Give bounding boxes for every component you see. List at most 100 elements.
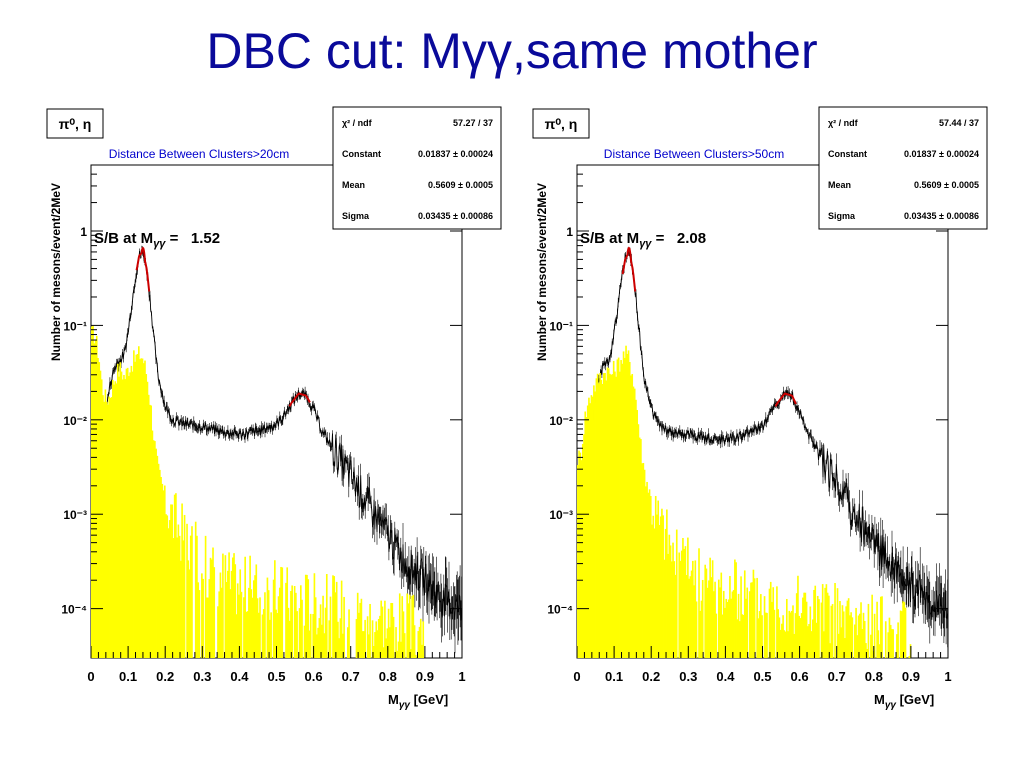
signal-bin [240, 591, 243, 658]
signal-bin [144, 360, 146, 658]
signal-bin [717, 579, 720, 658]
signal-bin [891, 629, 893, 658]
signal-bin [619, 371, 621, 658]
signal-bin [714, 581, 716, 658]
signal-bin [609, 373, 611, 658]
signal-bin [269, 619, 271, 658]
signal-bin [303, 625, 306, 658]
stats-value: 57.27 / 37 [453, 118, 493, 128]
signal-bin [612, 360, 615, 658]
stats-table: χ² / ndf 57.44 / 37 Constant 0.01837 ± 0.00… [828, 118, 979, 221]
signal-bin [275, 609, 277, 658]
signal-bin [653, 528, 656, 658]
signal-bin [705, 568, 708, 658]
signal-bin [684, 546, 687, 658]
y-tick-label: 10⁻¹ [549, 319, 573, 333]
signal-bin [630, 375, 632, 658]
signal-bin [198, 590, 201, 658]
signal-bin [828, 595, 830, 658]
signal-bin [231, 557, 234, 658]
signal-bin [244, 556, 246, 658]
signal-bin [745, 598, 747, 658]
signal-hist-layer [577, 345, 912, 658]
signal-bin [107, 404, 109, 658]
y-tick-label: 10⁻³ [63, 508, 87, 522]
signal-bin [837, 633, 840, 658]
signal-bin [166, 515, 169, 658]
stats-box [818, 106, 988, 230]
signal-bin [162, 490, 165, 658]
stats-value: 0.01837 ± 0.00024 [904, 149, 979, 159]
signal-bin [318, 618, 321, 658]
signal-bin [324, 607, 327, 658]
signal-bin [281, 567, 284, 658]
signal-bin [601, 383, 604, 658]
x-tick-label: 0.9 [416, 669, 434, 684]
signal-bin [595, 378, 598, 658]
signal-bin [189, 535, 192, 658]
signal-bin [730, 598, 732, 658]
signal-bin [761, 615, 763, 658]
signal-bin [145, 374, 148, 658]
signal-bin [337, 621, 339, 658]
signal-bin [306, 574, 308, 658]
signal-bin [834, 583, 836, 658]
signal-bin [368, 634, 370, 658]
signal-bin [593, 385, 595, 658]
signal-bin [872, 651, 875, 658]
signal-bin [376, 630, 379, 658]
background-error-bars [577, 247, 948, 648]
y-tick-label: 10⁻² [63, 414, 87, 428]
signal-bin [256, 598, 259, 658]
signal-bin [604, 372, 606, 658]
signal-bin [793, 633, 796, 658]
signal-bin [668, 534, 671, 658]
signal-bin [155, 448, 157, 658]
signal-bin [623, 357, 626, 658]
signal-bin [137, 346, 140, 658]
signal-bin [415, 654, 417, 658]
signal-bin [197, 582, 199, 658]
signal-bin [392, 616, 395, 658]
signal-bin [123, 374, 125, 658]
signal-bin [641, 463, 643, 658]
x-tick-label: 0.1 [119, 669, 137, 684]
signal-bin [243, 597, 245, 658]
stats-value: 0.03435 ± 0.00086 [904, 211, 979, 221]
signal-bin [417, 631, 420, 658]
cut-label: Distance Between Clusters>20cm [109, 147, 289, 161]
signal-bin [288, 620, 291, 658]
y-tick-label: 10⁻⁴ [61, 603, 87, 617]
signal-bin [779, 629, 782, 658]
background-hist-layer [90, 245, 463, 654]
x-axis-label: Mγγ [GeV] [388, 692, 448, 711]
signal-bin [675, 529, 678, 658]
signal-bin [902, 601, 904, 658]
signal-bin [813, 589, 815, 658]
signal-bin [818, 599, 820, 658]
stats-name: χ² / ndf [828, 118, 859, 128]
signal-bin [290, 590, 292, 658]
signal-bin [752, 569, 755, 658]
signal-bin [129, 372, 131, 658]
signal-bin [287, 607, 290, 658]
signal-bin [264, 592, 266, 658]
signal-bin [769, 581, 772, 658]
signal-bin [182, 540, 185, 658]
x-tick-label: 1 [458, 669, 465, 684]
signal-bin [866, 648, 869, 658]
signal-bin [139, 359, 141, 658]
particle-label: π⁰, η [59, 116, 92, 132]
signal-bin [194, 521, 197, 658]
signal-bin [586, 405, 589, 658]
signal-bin [412, 594, 415, 658]
signal-bin [876, 601, 878, 658]
signal-bin [841, 605, 844, 658]
y-tick-label: 10⁻⁴ [547, 603, 573, 617]
signal-bin [617, 357, 620, 658]
signal-bin [163, 485, 166, 658]
signal-bin [860, 602, 862, 658]
y-tick-label: 10⁻³ [549, 508, 573, 522]
signal-bin [795, 593, 798, 658]
